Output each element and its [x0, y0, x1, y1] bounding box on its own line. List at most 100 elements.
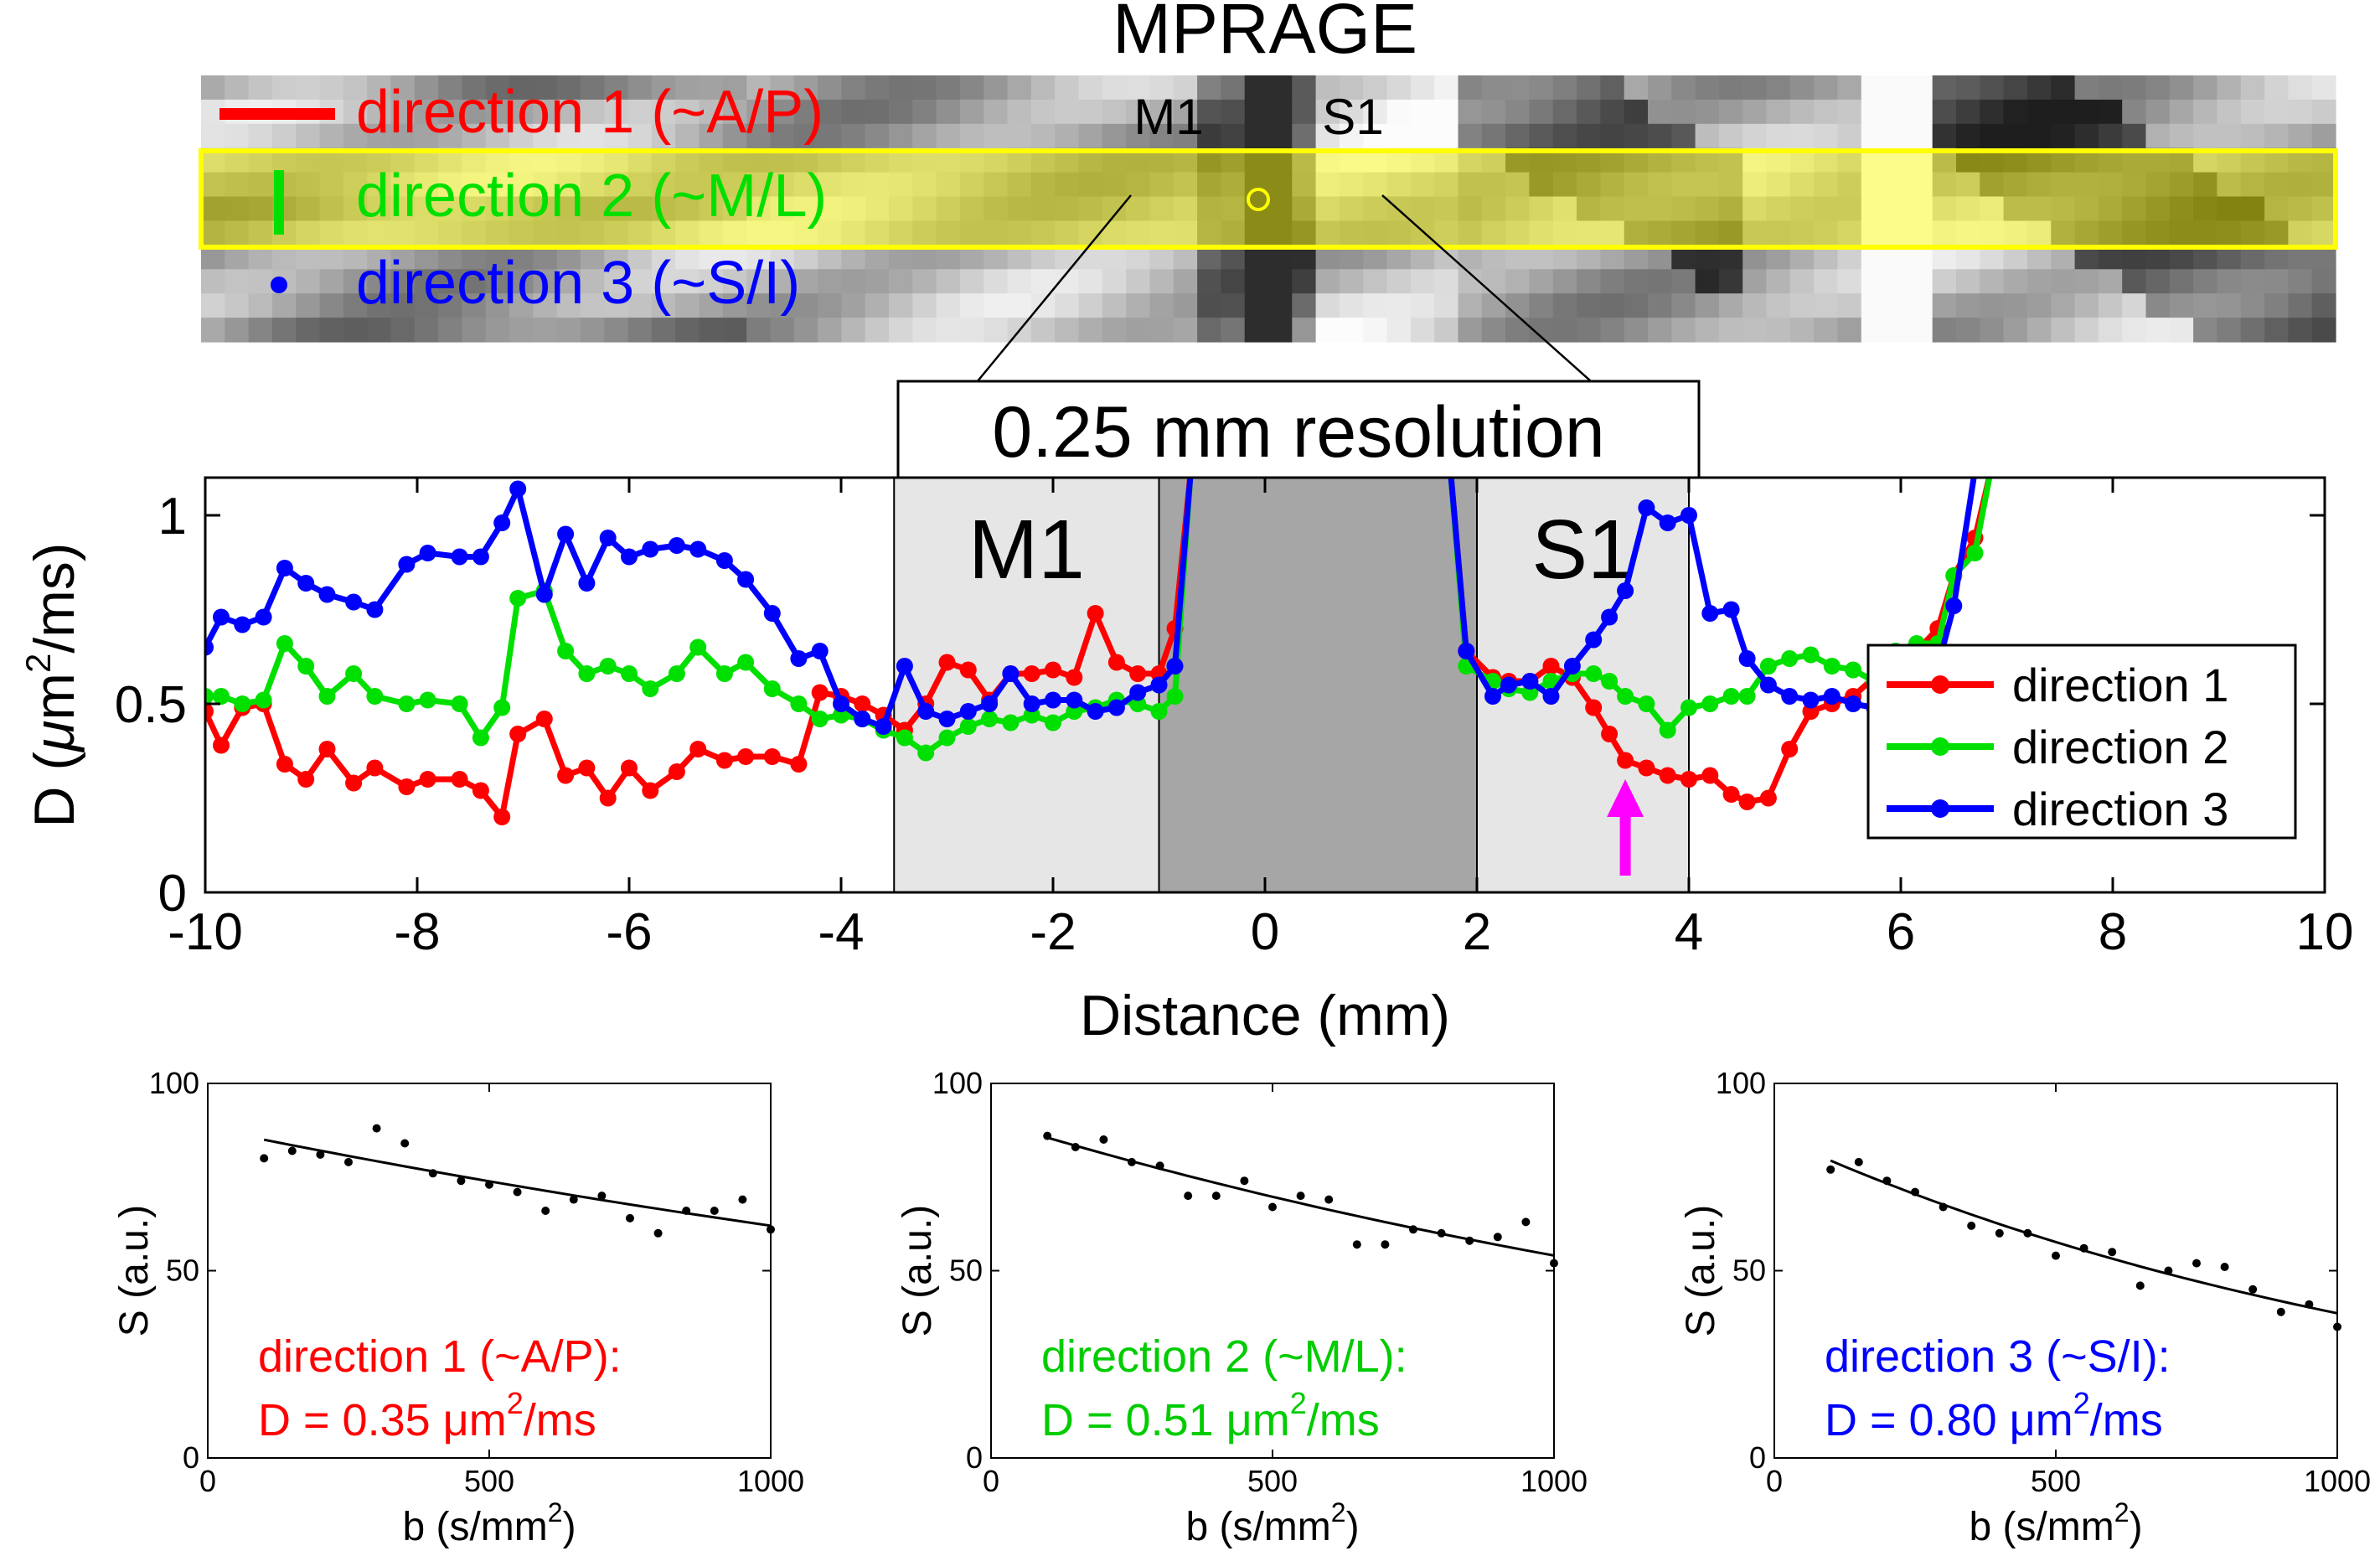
data-point [1939, 1202, 1948, 1212]
annotation-diffusivity: D = 0.35 μm2/ms [258, 1386, 596, 1445]
data-point [1409, 1225, 1417, 1234]
data-point [626, 1213, 634, 1223]
mprage-pixel [722, 75, 747, 101]
mprage-pixel [1552, 196, 1577, 221]
mprage-pixel [1505, 196, 1530, 221]
data-point-dir3 [1601, 608, 1619, 626]
mprage-pixel [699, 172, 724, 198]
mprage-pixel [1956, 75, 1980, 101]
mprage-pixel [1766, 99, 1791, 125]
mprage-pixel [699, 318, 724, 343]
mprage-pixel [699, 196, 724, 221]
mprage-pixel [2027, 318, 2052, 343]
mprage-pixel [581, 123, 605, 149]
mprage-pixel [818, 99, 842, 125]
x-tick-label: 0 [983, 1464, 999, 1498]
mprage-pixel [1648, 75, 1672, 101]
data-point-dir1 [1659, 767, 1676, 784]
mprage-pixel [296, 293, 321, 318]
y-tick-label: 100 [149, 1066, 199, 1100]
mprage-pixel [1766, 220, 1791, 246]
mprage-pixel [1292, 196, 1317, 221]
mprage-pixel [722, 318, 747, 343]
annotation-unit: /ms [524, 1395, 596, 1445]
x-tick-label: 500 [2031, 1464, 2081, 1498]
mprage-pixel [1434, 220, 1459, 246]
mprage-pixel [1481, 99, 1506, 125]
mprage-pixel [1481, 196, 1506, 221]
mprage-pixel [509, 196, 534, 221]
legend-marker-dir1 [1931, 675, 1949, 694]
mprage-pixel [651, 269, 676, 294]
mprage-pixel [983, 269, 1009, 294]
mprage-pixel [651, 99, 676, 125]
mprage-pixel [556, 293, 581, 318]
mprage-pixel [651, 172, 676, 198]
mprage-pixel [1386, 269, 1412, 294]
mprage-pixel [1552, 75, 1577, 101]
mprage-pixel [1577, 318, 1601, 343]
mprage-pixel [1671, 123, 1696, 149]
data-point-dir3 [959, 703, 977, 720]
data-point-dir2 [419, 691, 436, 709]
mprage-pixel [651, 75, 676, 101]
data-point-dir3 [1659, 514, 1676, 531]
mprage-pixel [912, 75, 937, 101]
mprage-pixel [2027, 75, 2052, 101]
mprage-pixel [556, 196, 581, 221]
mprage-pixel [509, 123, 534, 149]
data-point [1995, 1228, 2004, 1238]
data-point [1967, 1221, 1976, 1230]
mprage-pixel [2264, 172, 2289, 198]
x-label-main: b (s/mm [1969, 1505, 2114, 1549]
mprage-pixel [462, 220, 487, 246]
data-point-dir1 [1585, 699, 1603, 716]
mprage-pixel [485, 196, 510, 221]
region-center [1158, 477, 1478, 893]
mprage-pixel [1244, 75, 1269, 101]
mprage-pixel [2264, 123, 2289, 149]
mprage-pixel [1837, 99, 1862, 125]
mprage-pixel [1505, 75, 1530, 101]
mprage-pixel [627, 172, 653, 198]
mprage-pixel [793, 293, 818, 318]
annotation-sup: 2 [2073, 1386, 2090, 1420]
y-tick-label: 1 [158, 488, 187, 545]
mprage-pixel [1007, 220, 1032, 246]
data-point-dir2 [1617, 688, 1634, 705]
mprage-pixel [1149, 220, 1175, 246]
mprage-pixel [533, 172, 558, 198]
mprage-pixel [296, 75, 321, 101]
data-point-dir3 [1823, 688, 1840, 705]
x-tick-label: -10 [168, 903, 243, 961]
mprage-pixel [1078, 99, 1103, 125]
mprage-pixel [2003, 220, 2028, 246]
mprage-pixel [604, 220, 629, 246]
data-point-dir2 [366, 688, 384, 705]
region-label-s1: S1 [1531, 503, 1634, 597]
mprage-pixel [1861, 293, 1886, 318]
mprage-pixel [889, 293, 913, 318]
mprage-pixel [1648, 220, 1672, 246]
mprage-pixel [912, 196, 937, 221]
mprage-pixel [1695, 318, 1720, 343]
data-point-dir3 [833, 695, 849, 712]
data-point-dir1 [1722, 786, 1740, 803]
data-point [428, 1169, 437, 1178]
data-point [2333, 1322, 2341, 1331]
mprage-pixel [1268, 75, 1293, 101]
mprage-pixel [2098, 99, 2123, 125]
mprage-pixel [2003, 318, 2028, 343]
resolution-box [896, 380, 1701, 479]
mprage-pixel [1861, 172, 1886, 198]
mprage-pixel [818, 293, 842, 318]
data-point [767, 1225, 775, 1234]
mprage-pixel [248, 172, 273, 198]
mprage-pixel [1268, 220, 1293, 246]
mprage-pixel [343, 123, 368, 149]
mprage-pixel [2051, 123, 2076, 149]
mprage-pixel [604, 172, 629, 198]
mprage-pixel [1956, 269, 1980, 294]
mprage-pixel [2193, 269, 2217, 294]
